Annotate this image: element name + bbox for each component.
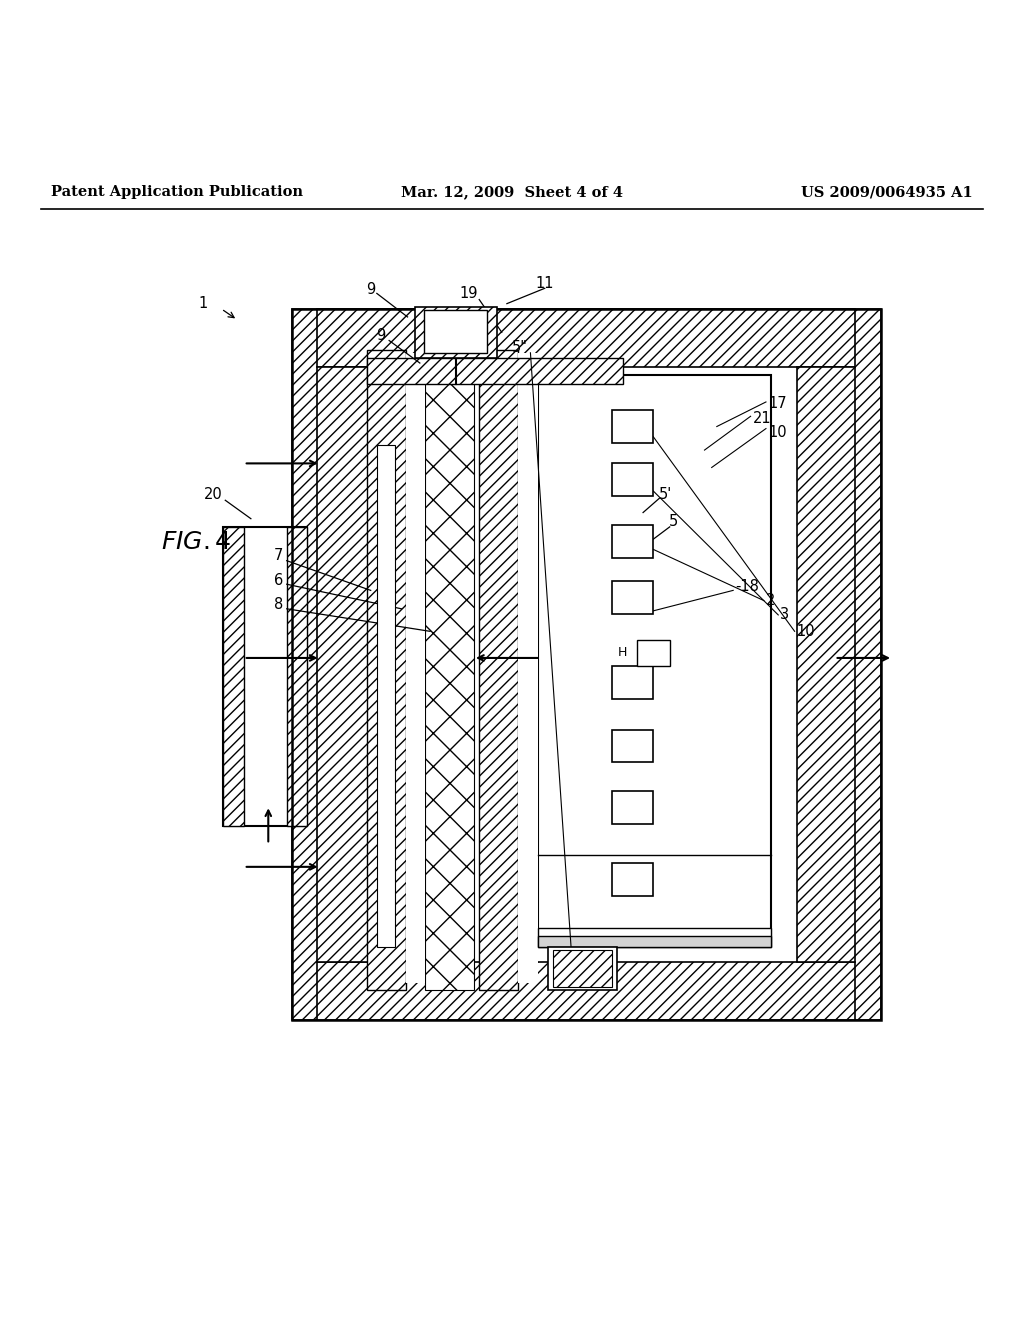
Bar bbox=[406, 352, 425, 982]
Bar bbox=[612, 730, 653, 763]
Bar bbox=[367, 358, 623, 384]
Bar bbox=[292, 309, 881, 1020]
Text: 20: 20 bbox=[204, 487, 222, 502]
Text: 8: 8 bbox=[273, 597, 284, 612]
Text: 11: 11 bbox=[536, 276, 554, 290]
Bar bbox=[223, 527, 307, 826]
Text: 1: 1 bbox=[198, 296, 208, 312]
Text: 5': 5' bbox=[659, 487, 672, 502]
Text: 5: 5 bbox=[669, 515, 679, 529]
Text: -18: -18 bbox=[735, 578, 759, 594]
Text: 21: 21 bbox=[753, 411, 771, 426]
Bar bbox=[637, 639, 670, 667]
Bar bbox=[538, 375, 771, 946]
Bar bbox=[612, 791, 653, 824]
Bar bbox=[479, 350, 518, 990]
Bar bbox=[317, 334, 855, 995]
Bar bbox=[317, 962, 855, 1020]
Bar bbox=[538, 928, 771, 946]
Bar bbox=[287, 527, 307, 826]
Text: 19: 19 bbox=[460, 286, 478, 301]
Bar bbox=[518, 352, 538, 982]
Text: 5": 5" bbox=[512, 341, 528, 355]
Bar bbox=[612, 667, 653, 698]
Text: 2: 2 bbox=[766, 593, 775, 609]
Text: 6: 6 bbox=[273, 573, 284, 587]
Text: H: H bbox=[617, 647, 628, 659]
Bar bbox=[223, 527, 244, 826]
Text: US 2009/0064935 A1: US 2009/0064935 A1 bbox=[801, 185, 973, 199]
Bar bbox=[612, 411, 653, 444]
Bar bbox=[612, 525, 653, 557]
Text: 9: 9 bbox=[376, 327, 386, 343]
Text: Patent Application Publication: Patent Application Publication bbox=[51, 185, 303, 199]
Bar bbox=[797, 367, 855, 962]
Bar bbox=[292, 309, 881, 1020]
Bar bbox=[367, 350, 406, 990]
Text: 10: 10 bbox=[797, 624, 815, 639]
Text: 7: 7 bbox=[273, 548, 284, 564]
Bar bbox=[415, 306, 497, 358]
Text: $\it{FIG. 4}$: $\it{FIG. 4}$ bbox=[162, 531, 231, 554]
Bar bbox=[548, 946, 617, 990]
Text: 10: 10 bbox=[768, 425, 786, 440]
Bar bbox=[317, 367, 376, 962]
Bar bbox=[424, 310, 487, 352]
Text: Mar. 12, 2009  Sheet 4 of 4: Mar. 12, 2009 Sheet 4 of 4 bbox=[401, 185, 623, 199]
Bar bbox=[425, 350, 474, 990]
Bar bbox=[317, 309, 855, 367]
Bar bbox=[553, 950, 612, 986]
Bar bbox=[538, 936, 771, 946]
Bar bbox=[377, 445, 395, 946]
Bar bbox=[612, 463, 653, 496]
Bar bbox=[612, 581, 653, 614]
Text: 9: 9 bbox=[366, 281, 376, 297]
Text: 17: 17 bbox=[768, 396, 786, 412]
Bar bbox=[376, 367, 822, 962]
Bar bbox=[612, 863, 653, 895]
Text: 3: 3 bbox=[780, 607, 790, 623]
